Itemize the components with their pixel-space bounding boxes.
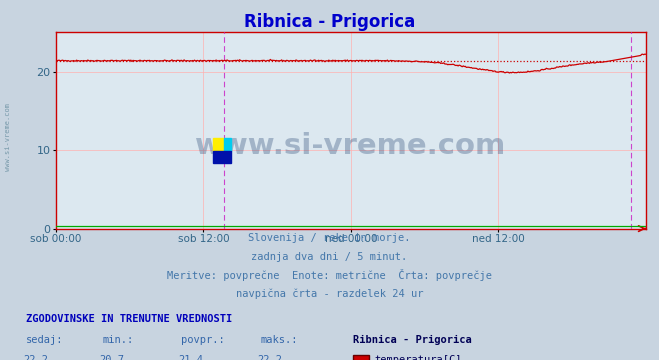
Text: Meritve: povprečne  Enote: metrične  Črta: povprečje: Meritve: povprečne Enote: metrične Črta:… <box>167 269 492 281</box>
Text: povpr.:: povpr.: <box>181 335 225 345</box>
Text: 22,2: 22,2 <box>258 355 283 360</box>
Text: temperatura[C]: temperatura[C] <box>374 355 462 360</box>
Text: min.:: min.: <box>102 335 133 345</box>
Bar <box>223 138 231 151</box>
Text: maks.:: maks.: <box>260 335 298 345</box>
Text: Ribnica - Prigorica: Ribnica - Prigorica <box>244 13 415 31</box>
Text: www.si-vreme.com: www.si-vreme.com <box>195 132 507 160</box>
Text: zadnja dva dni / 5 minut.: zadnja dva dni / 5 minut. <box>251 252 408 262</box>
Text: Ribnica - Prigorica: Ribnica - Prigorica <box>353 335 471 345</box>
Bar <box>213 151 231 163</box>
Text: 21,4: 21,4 <box>179 355 204 360</box>
Text: ZGODOVINSKE IN TRENUTNE VREDNOSTI: ZGODOVINSKE IN TRENUTNE VREDNOSTI <box>26 314 233 324</box>
Bar <box>213 138 223 151</box>
Text: navpična črta - razdelek 24 ur: navpična črta - razdelek 24 ur <box>236 289 423 300</box>
Text: sedaj:: sedaj: <box>26 335 64 345</box>
Text: 20,7: 20,7 <box>100 355 125 360</box>
Text: 22,2: 22,2 <box>24 355 49 360</box>
Text: www.si-vreme.com: www.si-vreme.com <box>5 103 11 171</box>
Text: Slovenija / reke in morje.: Slovenija / reke in morje. <box>248 233 411 243</box>
